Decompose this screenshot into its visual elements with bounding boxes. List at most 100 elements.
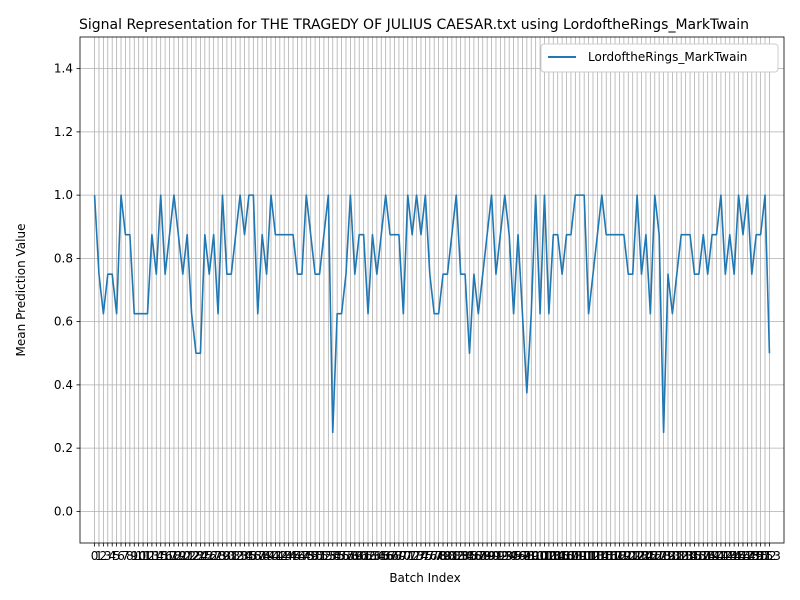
x-tick-label: 87 [471, 549, 486, 563]
x-tick-label: 136 [683, 549, 706, 563]
grid [80, 37, 784, 543]
x-tick-label: 85 [462, 549, 477, 563]
x-tick-label: 86 [466, 549, 481, 563]
x-tick-label: 115 [590, 549, 613, 563]
x-tick-label: 62 [360, 549, 375, 563]
y-tick-label: 1.4 [54, 62, 73, 76]
x-tick-label: 58 [343, 549, 358, 563]
x-tick-label: 66 [378, 549, 393, 563]
x-tick-label: 16 [157, 549, 172, 563]
legend: LordoftheRings_MarkTwain [540, 43, 779, 73]
x-tick-label: 27 [206, 549, 221, 563]
y-axis-ticks: 0.0 0.2 0.4 0.6 0.8 1.0 1.2 1.4 [54, 62, 80, 518]
x-tick-label: 93 [497, 549, 512, 563]
x-tick-label: 102 [533, 549, 556, 563]
x-tick-label: 25 [197, 549, 212, 563]
x-tick-label: 130 [657, 549, 680, 563]
x-tick-label: 92 [493, 549, 508, 563]
x-tick-label: 14 [149, 549, 164, 563]
x-tick-label: 88 [475, 549, 490, 563]
x-tick-label: 71 [400, 549, 415, 563]
x-tick-label: 126 [639, 549, 662, 563]
x-tick-label: 103 [537, 549, 560, 563]
x-tick-label: 139 [696, 549, 719, 563]
x-tick-label: 69 [391, 549, 406, 563]
y-tick-label: 0.2 [54, 441, 73, 455]
x-axis-ticks: 0123456789101112131415161718192021222324… [91, 543, 781, 563]
x-tick-label: 134 [674, 549, 697, 563]
x-tick-label: 83 [453, 549, 468, 563]
x-tick-label: 120 [612, 549, 635, 563]
x-tick-label: 52 [316, 549, 331, 563]
x-tick-label: 151 [749, 549, 772, 563]
x-tick-label: 118 [604, 549, 627, 563]
x-tick-label: 23 [188, 549, 203, 563]
x-tick-label: 82 [449, 549, 464, 563]
x-tick-label: 80 [440, 549, 455, 563]
x-tick-label: 109 [564, 549, 587, 563]
x-tick-label: 12 [140, 549, 155, 563]
x-tick-label: 10 [131, 549, 146, 563]
x-tick-label: 105 [546, 549, 569, 563]
chart-title: Signal Representation for THE TRAGEDY OF… [79, 17, 749, 33]
x-tick-label: 35 [241, 549, 256, 563]
x-tick-label: 121 [617, 549, 640, 563]
x-tick-label: 95 [506, 549, 521, 563]
x-tick-label: 98 [519, 549, 534, 563]
x-tick-label: 1 [95, 549, 103, 563]
x-tick-label: 37 [250, 549, 265, 563]
x-tick-label: 78 [431, 549, 446, 563]
x-tick-label: 73 [409, 549, 424, 563]
x-tick-label: 147 [732, 549, 755, 563]
x-tick-label: 7 [122, 549, 130, 563]
x-tick-label: 104 [542, 549, 565, 563]
x-tick-label: 63 [365, 549, 380, 563]
x-tick-label: 2 [100, 549, 108, 563]
x-tick-label: 41 [268, 549, 283, 563]
x-tick-label: 112 [577, 549, 600, 563]
x-tick-label: 55 [330, 549, 345, 563]
x-tick-label: 8 [126, 549, 134, 563]
plot-area-frame [79, 36, 785, 544]
x-tick-label: 135 [679, 549, 702, 563]
x-tick-label: 67 [382, 549, 397, 563]
x-tick-label: 30 [219, 549, 234, 563]
x-tick-label: 65 [374, 549, 389, 563]
x-tick-label: 18 [166, 549, 181, 563]
x-tick-label: 152 [754, 549, 777, 563]
x-tick-label: 40 [263, 549, 278, 563]
x-tick-label: 59 [347, 549, 362, 563]
x-tick-label: 34 [237, 549, 252, 563]
x-tick-label: 45 [285, 549, 300, 563]
x-tick-label: 17 [162, 549, 177, 563]
x-tick-label: 24 [193, 549, 208, 563]
x-tick-label: 110 [568, 549, 591, 563]
x-tick-label: 138 [692, 549, 715, 563]
series-line-layer [93, 194, 771, 434]
x-tick-label: 91 [488, 549, 503, 563]
x-tick-label: 76 [422, 549, 437, 563]
x-tick-label: 75 [418, 549, 433, 563]
x-tick-label: 94 [502, 549, 517, 563]
y-axis-label: Mean Prediction Value [14, 224, 28, 357]
x-tick-label: 49 [303, 549, 318, 563]
x-tick-label: 20 [175, 549, 190, 563]
x-tick-label: 108 [559, 549, 582, 563]
x-tick-label: 148 [736, 549, 759, 563]
x-tick-label: 79 [435, 549, 450, 563]
x-tick-label: 149 [740, 549, 763, 563]
x-tick-label: 114 [586, 549, 609, 563]
x-tick-label: 57 [338, 549, 353, 563]
x-tick-label: 51 [312, 549, 327, 563]
x-tick-label: 60 [352, 549, 367, 563]
x-tick-label: 99 [524, 549, 539, 563]
series-line-lordoftherings-marktwain [93, 194, 771, 434]
x-tick-label: 132 [665, 549, 688, 563]
x-tick-label: 21 [180, 549, 195, 563]
x-tick-label: 54 [325, 549, 340, 563]
y-tick-label: 1.0 [54, 188, 73, 202]
x-tick-label: 137 [687, 549, 710, 563]
x-tick-label: 26 [202, 549, 217, 563]
x-tick-label: 124 [630, 549, 653, 563]
